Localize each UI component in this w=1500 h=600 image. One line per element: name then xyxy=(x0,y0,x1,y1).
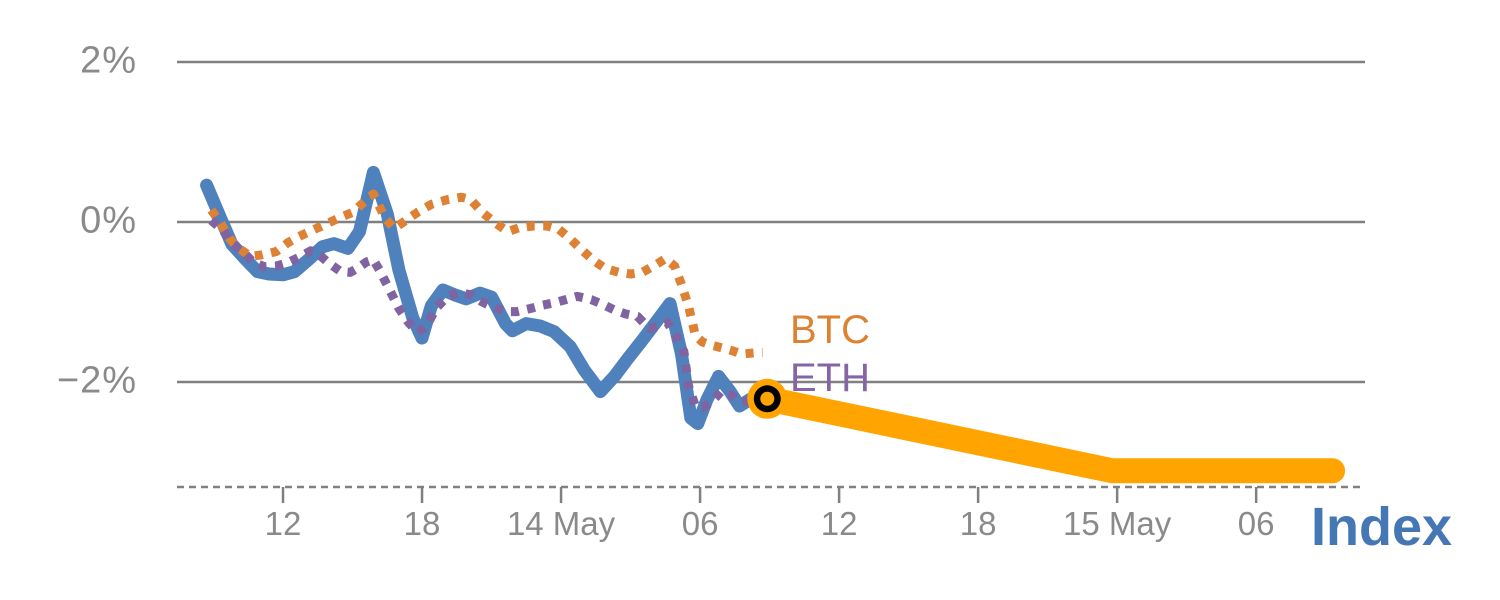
x-tick-label: 18 xyxy=(403,505,441,542)
series-line-btc xyxy=(207,189,763,359)
y-tick-label: 2% xyxy=(80,39,137,82)
series-line-eth xyxy=(208,216,750,413)
eth-series-label: ETH xyxy=(790,356,870,400)
y-tick-label: 0% xyxy=(80,199,137,242)
x-tick-label: 18 xyxy=(959,505,997,542)
x-tick-label: 15 May xyxy=(1063,505,1172,542)
x-tick-label: 14 May xyxy=(506,505,616,542)
btc-series-label: BTC xyxy=(790,308,870,352)
series-line-index-forecast xyxy=(754,386,1346,484)
y-tick-label: −2% xyxy=(56,359,137,402)
x-tick-label: 06 xyxy=(681,505,719,542)
current-point-core xyxy=(760,391,775,406)
x-tick-label: 12 xyxy=(264,505,302,542)
x-tick-label: 12 xyxy=(820,505,858,542)
index-series-label: Index xyxy=(1311,497,1453,557)
x-tick-label: 06 xyxy=(1237,505,1275,542)
